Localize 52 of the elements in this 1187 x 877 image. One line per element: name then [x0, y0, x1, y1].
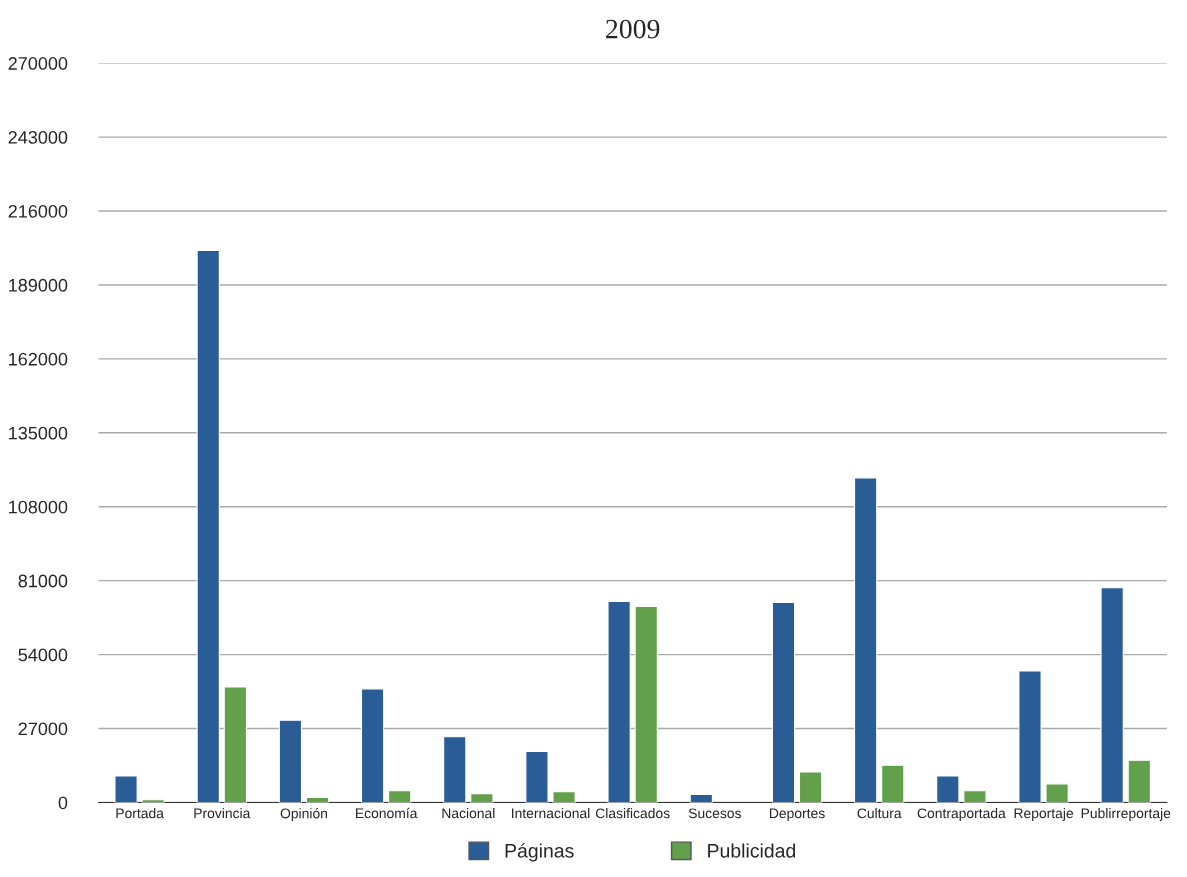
bar	[525, 750, 549, 803]
bar	[1018, 670, 1042, 803]
bar	[853, 477, 878, 803]
bar	[689, 793, 713, 803]
bar	[388, 790, 412, 803]
bar	[114, 775, 138, 803]
y-tick-label: 0	[58, 796, 68, 810]
bar	[360, 688, 385, 803]
bar	[634, 605, 658, 803]
bar	[963, 790, 987, 803]
y-tick-label: 27000	[18, 722, 68, 736]
x-tick-label: Nacional	[442, 808, 495, 819]
x-tick-label: Cultura	[857, 808, 902, 819]
y-tick-label: 135000	[9, 426, 68, 440]
x-tick-label: Portada	[116, 808, 164, 819]
y-tick-label: 54000	[18, 648, 68, 662]
bar	[278, 719, 303, 803]
bar	[470, 793, 494, 803]
bar	[936, 775, 960, 803]
chart-title: 2009	[606, 19, 660, 39]
legend-label: Páginas	[505, 843, 574, 862]
x-tick-label: Provincia	[194, 808, 251, 819]
x-tick-label: Clasificados	[595, 808, 670, 819]
bar	[196, 249, 220, 803]
bar	[881, 764, 905, 803]
x-tick-label: Reportaje	[1014, 808, 1074, 821]
y-tick-label: 216000	[8, 204, 68, 218]
y-tick-label: 81000	[18, 574, 68, 588]
y-tick-label: 189000	[9, 278, 68, 292]
bar	[223, 686, 247, 803]
bar	[1045, 783, 1069, 803]
x-tick-label: Sucesos	[688, 808, 741, 819]
y-tick-label: 243000	[8, 131, 68, 144]
x-tick-label: Deportes	[769, 808, 825, 821]
bar	[141, 799, 165, 803]
bar	[443, 736, 467, 803]
y-tick-label: 108000	[9, 500, 68, 514]
bar	[552, 791, 576, 803]
bar	[798, 771, 823, 803]
bar	[607, 600, 631, 803]
legend-label: Publicidad	[708, 843, 796, 858]
x-tick-label: Contraportada	[917, 808, 1006, 821]
bar	[771, 602, 796, 803]
y-tick-label: 162000	[9, 352, 68, 366]
bar	[1127, 759, 1151, 803]
y-tick-label: 270000	[8, 57, 68, 70]
bar	[1100, 587, 1124, 803]
x-tick-label: Opinión	[280, 808, 327, 822]
bar	[305, 796, 330, 803]
x-tick-label: Publirreportaje	[1081, 808, 1171, 821]
x-tick-label: Internacional	[512, 808, 590, 819]
x-tick-label: Economía	[356, 807, 418, 819]
